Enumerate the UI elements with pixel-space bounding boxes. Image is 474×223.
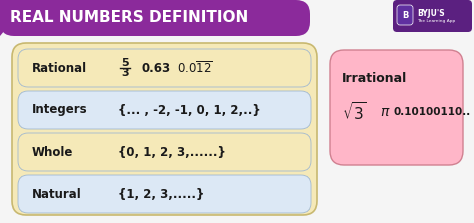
Text: {... , -2, -1, 0, 1, 2,..}: {... , -2, -1, 0, 1, 2,..} (118, 103, 261, 116)
Text: 5: 5 (121, 58, 129, 68)
Text: Rational: Rational (32, 62, 87, 74)
FancyBboxPatch shape (393, 0, 472, 32)
FancyBboxPatch shape (397, 5, 413, 25)
Text: BYJU'S: BYJU'S (417, 8, 445, 17)
Text: The Learning App: The Learning App (417, 19, 455, 23)
Text: 0.63: 0.63 (142, 62, 171, 74)
Text: {1, 2, 3,.....}: {1, 2, 3,.....} (118, 188, 204, 200)
Text: REAL NUMBERS DEFINITION: REAL NUMBERS DEFINITION (10, 10, 248, 25)
Text: $\pi$: $\pi$ (380, 105, 391, 119)
Text: Irrational: Irrational (342, 72, 407, 85)
Text: B: B (402, 10, 408, 19)
Text: 0.10100110..: 0.10100110.. (394, 107, 471, 117)
Text: Natural: Natural (32, 188, 82, 200)
Text: 3: 3 (121, 68, 129, 78)
Text: Integers: Integers (32, 103, 88, 116)
FancyBboxPatch shape (18, 133, 311, 171)
Polygon shape (0, 0, 30, 36)
FancyBboxPatch shape (330, 50, 463, 165)
FancyBboxPatch shape (0, 0, 310, 36)
FancyBboxPatch shape (18, 49, 311, 87)
Text: Whole: Whole (32, 145, 73, 159)
FancyBboxPatch shape (12, 43, 317, 215)
Text: $0.0\overline{12}$: $0.0\overline{12}$ (177, 60, 213, 76)
FancyBboxPatch shape (18, 91, 311, 129)
Text: $\sqrt{3}$: $\sqrt{3}$ (342, 101, 367, 123)
FancyBboxPatch shape (18, 175, 311, 213)
Text: {0, 1, 2, 3,......}: {0, 1, 2, 3,......} (118, 145, 226, 159)
